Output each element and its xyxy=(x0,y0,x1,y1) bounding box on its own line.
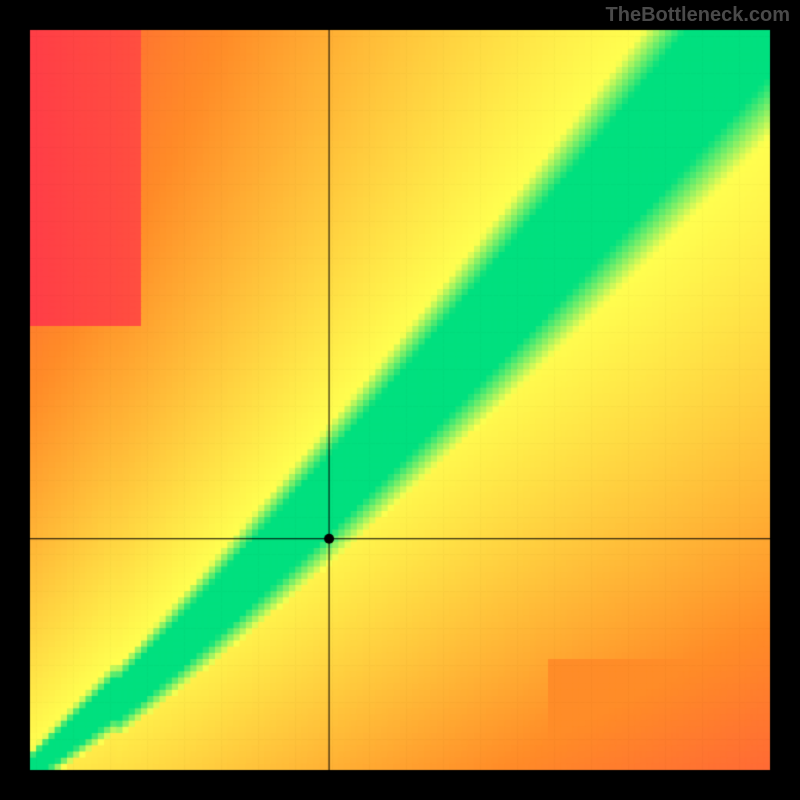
watermark-text: TheBottleneck.com xyxy=(606,4,790,27)
bottleneck-heatmap xyxy=(0,0,800,800)
